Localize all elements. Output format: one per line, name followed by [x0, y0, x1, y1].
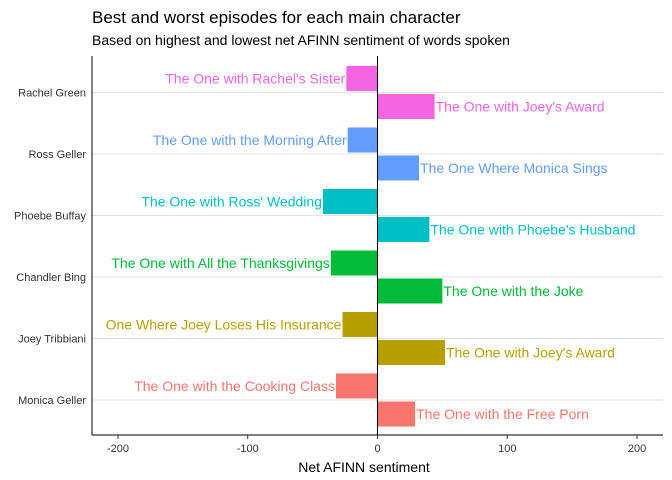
bars-layer [322, 66, 445, 427]
bar-best-joey-tribbiani [377, 340, 445, 365]
x-tick-labels: -200 -100 0 100 200 [107, 435, 646, 455]
bar-worst-joey-tribbiani [342, 312, 378, 337]
bar-worst-phoebe-buffay [322, 189, 378, 214]
x-tick-label: 200 [628, 443, 646, 455]
y-tick-label-ross-geller: Ross Geller [29, 149, 87, 161]
bar-worst-rachel-green [346, 66, 378, 91]
y-tick-label-phoebe-buffay: Phoebe Buffay [14, 211, 86, 223]
bar-label-worst-chandler-bing: The One with All the Thanksgivings [111, 255, 329, 271]
bar-label-best-monica-geller: The One with the Free Porn [416, 406, 589, 422]
chart-subtitle: Based on highest and lowest net AFINN se… [92, 32, 510, 48]
y-tick-label-chandler-bing: Chandler Bing [16, 272, 86, 284]
x-tick-label: 100 [498, 443, 516, 455]
bar-best-monica-geller [377, 401, 416, 427]
bar-best-rachel-green [377, 94, 435, 119]
y-tick-labels: Rachel Green Ross Geller Phoebe Buffay Chan… [14, 88, 86, 408]
x-axis-label: Net AFINN sentiment [298, 459, 430, 475]
chart-title: Best and worst episodes for each main ch… [92, 8, 461, 27]
bar-label-worst-phoebe-buffay: The One with Ross' Wedding [141, 194, 322, 210]
y-tick-label-rachel-green: Rachel Green [18, 88, 86, 100]
y-tick-label-joey-tribbiani: Joey Tribbiani [18, 334, 86, 346]
bar-best-phoebe-buffay [377, 217, 430, 242]
bar-label-best-chandler-bing: The One with the Joke [443, 283, 583, 299]
bar-label-best-phoebe-buffay: The One with Phoebe's Husband [430, 222, 635, 238]
x-tick-label: -200 [107, 443, 129, 455]
y-tick-label-monica-geller: Monica Geller [18, 395, 86, 407]
bar-worst-monica-geller [335, 373, 378, 399]
bar-best-ross-geller [377, 155, 420, 181]
bar-label-worst-rachel-green: The One with Rachel's Sister [165, 71, 345, 87]
bar-label-worst-joey-tribbiani: One Where Joey Loses His Insurance [106, 317, 342, 333]
bar-label-best-rachel-green: The One with Joey's Award [436, 99, 605, 115]
bar-label-best-joey-tribbiani: The One with Joey's Award [446, 345, 615, 361]
labels-layer: The One with Rachel's Sister The One with… [106, 71, 636, 423]
bar-label-best-ross-geller: The One Where Monica Sings [420, 160, 608, 176]
bar-label-worst-ross-geller: The One with the Morning After [153, 132, 347, 148]
x-tick-label: 0 [374, 443, 380, 455]
bar-worst-ross-geller [347, 127, 378, 153]
bar-worst-chandler-bing [330, 250, 378, 276]
bar-best-chandler-bing [377, 278, 443, 304]
bar-label-worst-monica-geller: The One with the Cooking Class [134, 378, 335, 394]
x-tick-label: -100 [237, 443, 259, 455]
